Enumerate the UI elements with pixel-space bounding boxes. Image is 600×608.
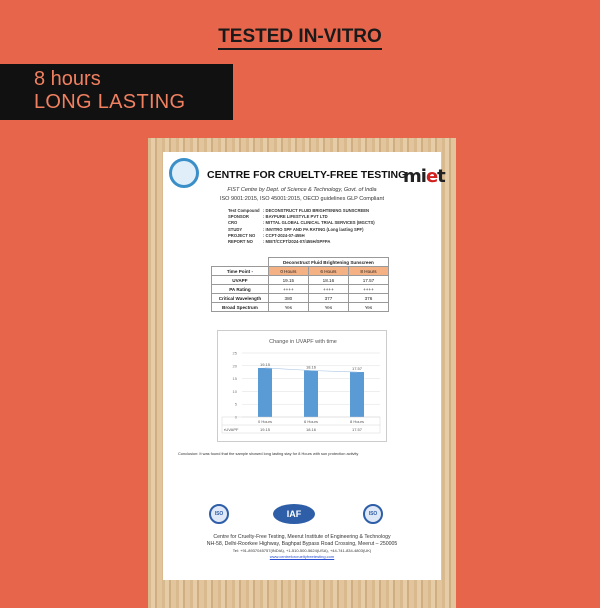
- badge-line2: LONG LASTING: [34, 91, 186, 113]
- table-cell: 377: [307, 293, 349, 303]
- detail-value: : DECONSTRUCT FLUID BRIGHTENING SUNSCREE…: [263, 208, 370, 213]
- test-certificate: CENTRE FOR CRUELTY-FREE TESTING miet FIS…: [163, 152, 446, 580]
- y-tick-label: 20: [233, 363, 238, 368]
- website-link[interactable]: www.centreforcrueltyfreetesting.com: [269, 554, 335, 559]
- data-label: 19.15: [260, 362, 271, 367]
- document-title: CENTRE FOR CRUELTY-FREE TESTING: [207, 169, 407, 181]
- table-cell: Critical Wavelength: [211, 293, 269, 303]
- subtitle: FIST Centre by Dept. of Science & Techno…: [227, 187, 377, 193]
- table-row: Critical Wavelength 380 377 376: [211, 293, 390, 303]
- y-tick-label: 5: [235, 402, 238, 407]
- detail-key: CRO: [228, 220, 238, 226]
- table-cell: Broad Spectrum: [211, 302, 269, 312]
- table-cell: Yes: [347, 302, 390, 312]
- table-cell: Yes: [267, 302, 309, 312]
- table-value: 19.15: [260, 427, 271, 432]
- product-name: Deconstruct Fluid Brightening Sunscreen: [267, 257, 390, 267]
- bar: [304, 370, 318, 417]
- data-label: 18.16: [306, 365, 317, 370]
- study-detail-row: STUDY : INVITRO SPF AND PA RATING (Long l…: [228, 227, 375, 233]
- detail-key: SPONSOR: [228, 214, 249, 220]
- detail-key: PROJECT NO: [228, 232, 256, 238]
- footer-phone: Tel: +91-8937045757(INDIA), +1-510-500-5…: [232, 548, 372, 553]
- chart-title: Change in UVAPF with time: [269, 339, 337, 345]
- table-cell: ++++: [307, 284, 349, 294]
- detail-key: Test Compound: [228, 208, 260, 213]
- chart-svg: Change in UVAPF with time051015202519.15…: [221, 339, 381, 434]
- x-tick-label: 8 Hours: [350, 419, 364, 424]
- table-cell: 380: [267, 293, 309, 303]
- detail-value: : MITTAL GLOBAL CLINICAL TRIAL SERVICES …: [263, 220, 375, 226]
- x-tick-label: 6 Hours: [304, 419, 318, 424]
- table-value: 18.16: [306, 427, 317, 432]
- study-detail-row: PROJECT NO : CCFT-2024-07-455H: [228, 233, 375, 239]
- detail-value: : MIET/CCFT/2024-07/455H/SPFPA: [263, 239, 331, 245]
- iso-seal-icon: ISO: [363, 504, 383, 524]
- table-header: Time Point -: [211, 266, 269, 276]
- ccft-logo-icon: [169, 158, 199, 188]
- iaf-logo: IAF: [273, 504, 315, 524]
- table-header: 0 Hours: [267, 266, 309, 276]
- detail-value: : BAYPURE LIFESTYLE PVT LTD: [263, 214, 328, 220]
- detail-value: : CCFT-2024-07-455H: [263, 232, 305, 238]
- iso-seal-icon: ISO: [209, 504, 229, 524]
- x-tick-label: 0 Hours: [258, 419, 272, 424]
- legend-label: ▪UVAPF: [224, 427, 239, 432]
- table-row: Broad Spectrum Yes Yes Yes: [211, 302, 390, 312]
- page-heading: TESTED IN-VITRO: [0, 26, 600, 50]
- table-cell: 376: [347, 293, 390, 303]
- y-tick-label: 15: [233, 376, 238, 381]
- table-cell: PA Rating: [211, 284, 269, 294]
- table-cell: UVAPF: [211, 275, 269, 285]
- conclusion: Conclusion: It was found that the sample…: [178, 451, 359, 456]
- miet-logo: miet: [403, 166, 446, 187]
- y-tick-label: 10: [233, 389, 238, 394]
- table-cell: ++++: [347, 284, 390, 294]
- detail-key: STUDY: [228, 226, 243, 232]
- footer-line2: NH-58, Delhi-Roorkee Highway, Baghpat By…: [206, 541, 398, 547]
- bar: [258, 367, 272, 417]
- study-details: Test Compound: DECONSTRUCT FLUID BRIGHTE…: [228, 208, 375, 245]
- duration-badge: 8 hours LONG LASTING: [0, 64, 233, 120]
- data-label: 17.57: [352, 366, 363, 371]
- y-tick-label: 25: [233, 351, 238, 356]
- table-cell: 18.16: [307, 275, 349, 285]
- table-cell: Yes: [307, 302, 349, 312]
- study-detail-row: SPONSOR : BAYPURE LIFESTYLE PVT LTD: [228, 214, 375, 220]
- table-value: 17.57: [352, 427, 363, 432]
- study-detail-row: Test Compound: DECONSTRUCT FLUID BRIGHTE…: [228, 208, 375, 214]
- certifications: ISO 9001:2015, ISO 45001:2015, OECD guid…: [219, 196, 385, 202]
- detail-value: : INVITRO SPF AND PA RATING (Long lastin…: [263, 226, 364, 232]
- trendline: [264, 367, 358, 373]
- badge-line1: 8 hours: [34, 68, 101, 90]
- table-row: PA Rating ++++ ++++ ++++: [211, 284, 390, 294]
- footer-line1: Centre for Cruelty-Free Testing, Meerut …: [213, 534, 391, 540]
- detail-key: REPORT NO: [228, 239, 253, 245]
- table-header: 8 Hours: [347, 266, 390, 276]
- bar: [350, 372, 364, 417]
- uvapf-chart: Change in UVAPF with time 0 5 10 15 20 25 19.15…: [217, 330, 387, 442]
- table-cell: 19.15: [267, 275, 309, 285]
- study-detail-row: CRO : MITTAL GLOBAL CLINICAL TRIAL SERVIC…: [228, 220, 375, 226]
- results-table: Deconstruct Fluid Brightening Sunscreen …: [211, 257, 390, 312]
- table-row: UVAPF 19.15 18.16 17.57: [211, 275, 390, 285]
- table-cell: ++++: [267, 284, 309, 294]
- study-detail-row: REPORT NO : MIET/CCFT/2024-07/455H/SPFPA: [228, 239, 375, 245]
- table-header: 6 Hours: [307, 266, 349, 276]
- table-cell: 17.57: [347, 275, 390, 285]
